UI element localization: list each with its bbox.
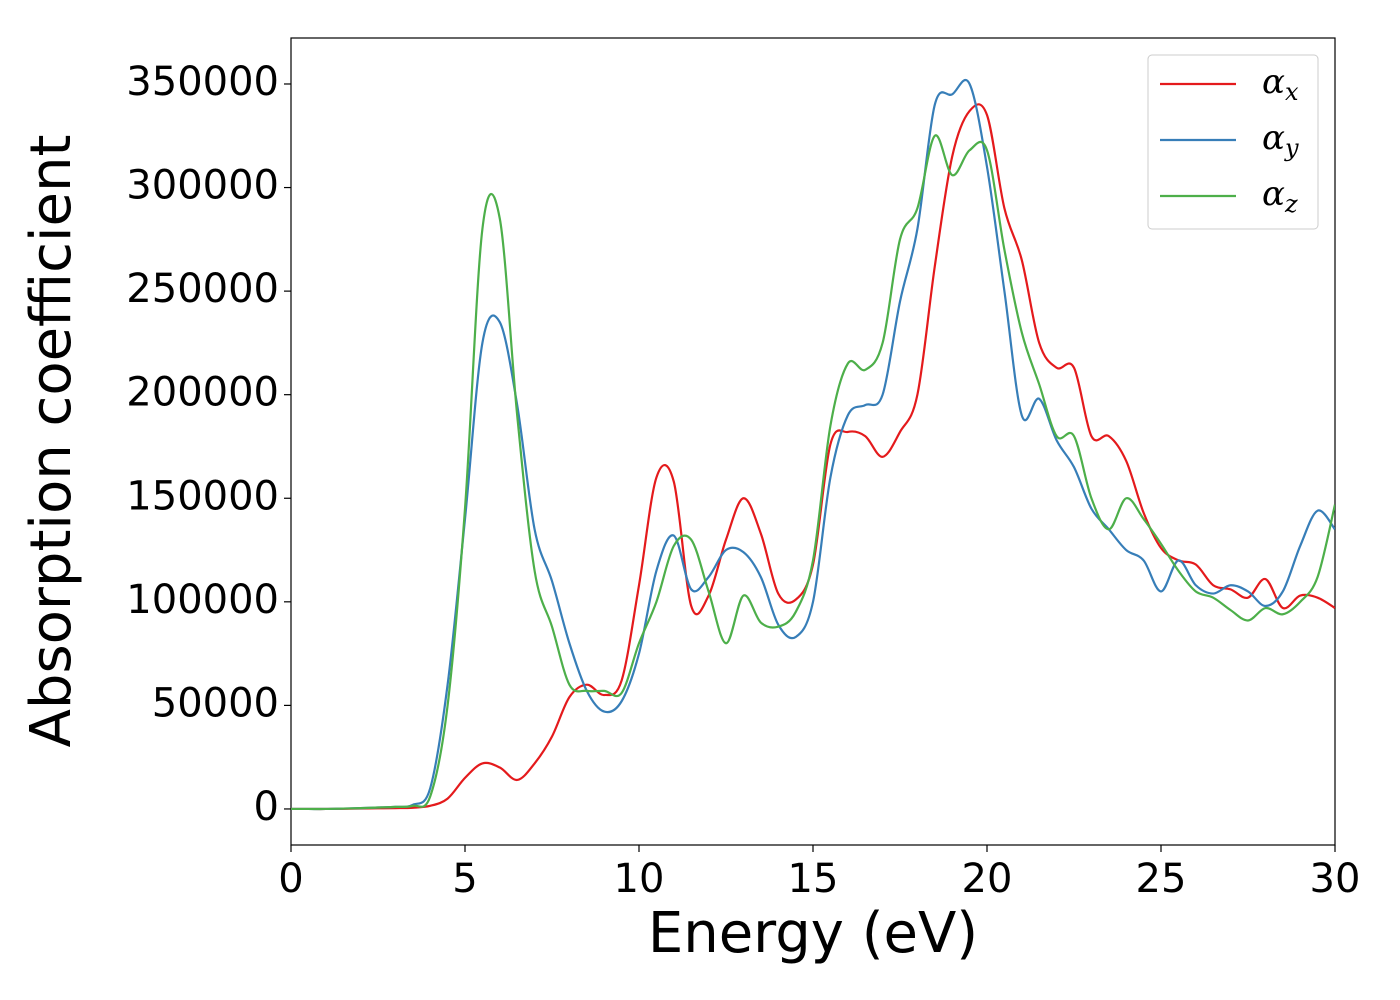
y-tick-label: 250000 (126, 266, 279, 312)
y-tick-label: 0 (254, 784, 279, 830)
x-tick-label: 30 (1310, 856, 1361, 902)
x-tick-label: 5 (452, 856, 477, 902)
y-tick-label: 150000 (126, 473, 279, 519)
legend-box (1147, 54, 1319, 230)
series-line (291, 134, 1335, 811)
y-tick-label: 300000 (126, 163, 279, 209)
y-axis-label: Absorption coefficient (19, 135, 84, 748)
x-tick-label: 0 (278, 856, 303, 902)
legend-label: αy (1262, 118, 1299, 162)
x-axis-label: Energy (eV) (648, 901, 978, 966)
legend-label: αx (1262, 62, 1299, 106)
y-tick-label: 200000 (126, 370, 279, 416)
y-tick-label: 350000 (126, 59, 279, 105)
y-tick-label: 100000 (126, 577, 279, 623)
y-tick-label: 50000 (152, 680, 279, 726)
legend-label: αz (1262, 174, 1298, 218)
x-tick-label: 15 (788, 856, 839, 902)
x-tick-label: 20 (962, 856, 1013, 902)
x-tick-label: 25 (1136, 856, 1187, 902)
x-tick-label: 10 (614, 856, 665, 902)
